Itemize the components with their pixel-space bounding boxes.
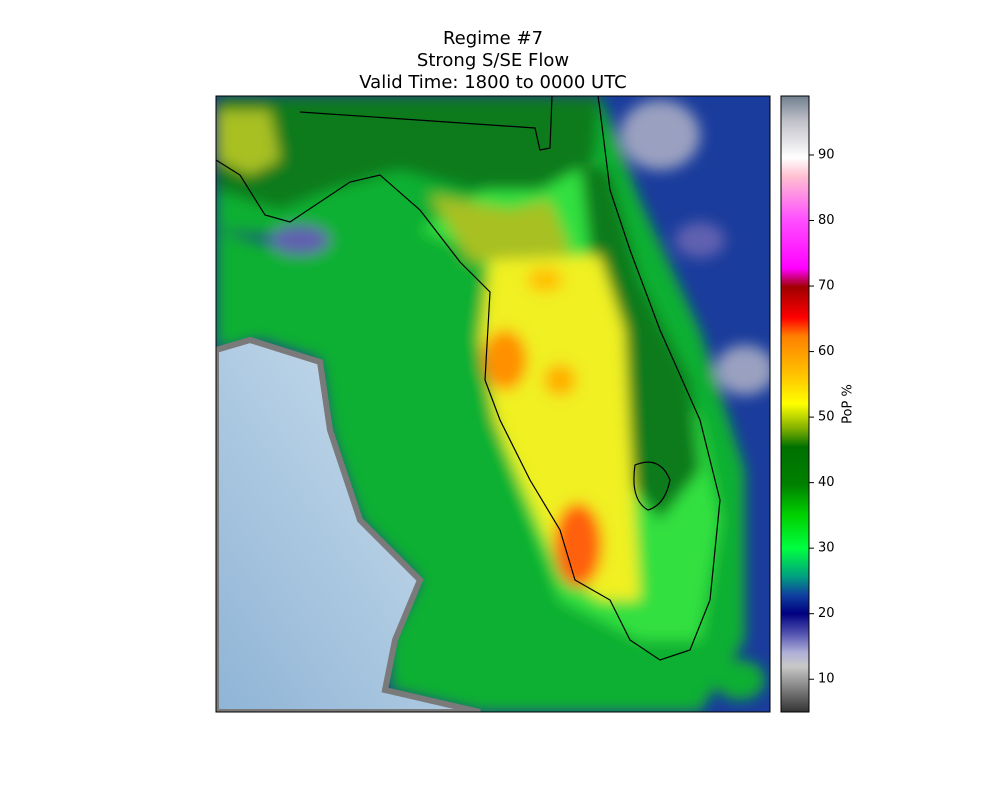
colorbar [780, 95, 810, 713]
colorbar-tick-label: 90 [818, 147, 835, 162]
colorbar-tick-label: 70 [818, 279, 835, 294]
colorbar-label: PoP % [841, 384, 856, 424]
colorbar-tick-label: 30 [818, 541, 835, 556]
colorbar-tick-label: 80 [818, 213, 835, 228]
colorbar-tick-label: 50 [818, 410, 835, 425]
colorbar-ticks: 10 20 30 40 50 60 70 80 90 [809, 147, 835, 687]
colorbar-tick-label: 20 [818, 606, 835, 621]
map [216, 96, 770, 712]
colorbar-tick-label: 60 [818, 344, 835, 359]
subtitle: Strong S/SE Flow [417, 50, 569, 71]
plot-frame [215, 95, 771, 713]
valid-time: Valid Time: 1800 to 0000 UTC [359, 72, 626, 93]
colorbar-tick-label: 40 [818, 475, 835, 490]
title: Regime #7 [443, 28, 543, 49]
colorbar-tick-label: 10 [818, 672, 835, 687]
